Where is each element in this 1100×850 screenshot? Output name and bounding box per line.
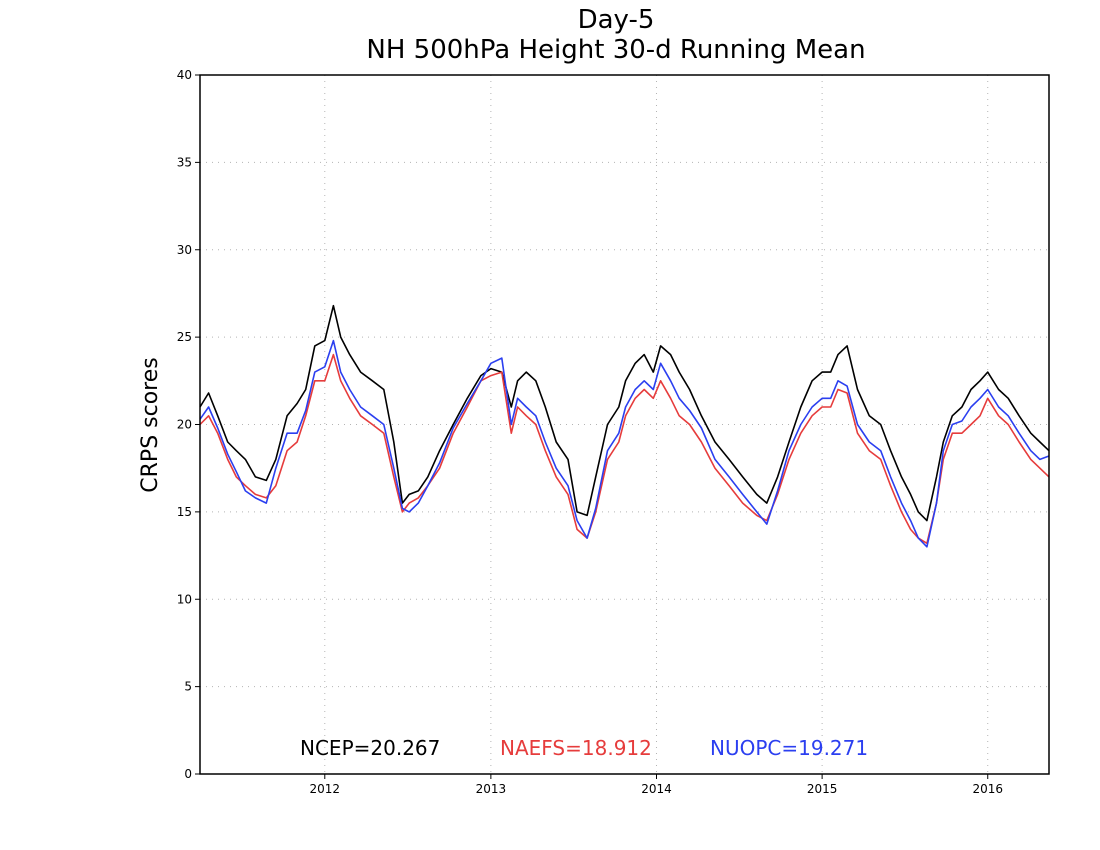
axes: 0 5 10 15 20 25 30 35 40 2012 2013 2014 2015 2016 xyxy=(177,68,1003,796)
y-tick-label: 30 xyxy=(177,243,192,257)
x-tick-label: 2015 xyxy=(807,782,838,796)
y-tick-label: 5 xyxy=(184,680,192,694)
legend-nuopc: NUOPC=19.271 xyxy=(710,736,868,760)
y-tick-label: 40 xyxy=(177,68,192,82)
y-tick-label: 35 xyxy=(177,155,192,169)
legend-naefs: NAEFS=18.912 xyxy=(500,736,652,760)
legend-ncep: NCEP=20.267 xyxy=(300,736,440,760)
legend: NCEP=20.267 NAEFS=18.912 NUOPC=19.271 xyxy=(300,736,868,760)
y-tick-label: 20 xyxy=(177,418,192,432)
y-tick-label: 15 xyxy=(177,505,192,519)
chart-title: Day-5 xyxy=(578,5,655,35)
y-axis-label: CRPS scores xyxy=(138,357,163,492)
x-tick-label: 2016 xyxy=(972,782,1003,796)
y-tick-label: 0 xyxy=(184,767,192,781)
x-tick-label: 2012 xyxy=(310,782,341,796)
x-tick-label: 2013 xyxy=(476,782,507,796)
series-line-ncep xyxy=(199,304,1050,522)
chart-subtitle: NH 500hPa Height 30-d Running Mean xyxy=(366,35,865,65)
series-group xyxy=(199,304,1050,548)
y-tick-label: 10 xyxy=(177,592,192,606)
series-line-nuopc xyxy=(199,339,1050,548)
x-tick-label: 2014 xyxy=(641,782,672,796)
y-tick-label: 25 xyxy=(177,330,192,344)
plot-frame xyxy=(199,74,1050,775)
grid xyxy=(200,75,1049,774)
